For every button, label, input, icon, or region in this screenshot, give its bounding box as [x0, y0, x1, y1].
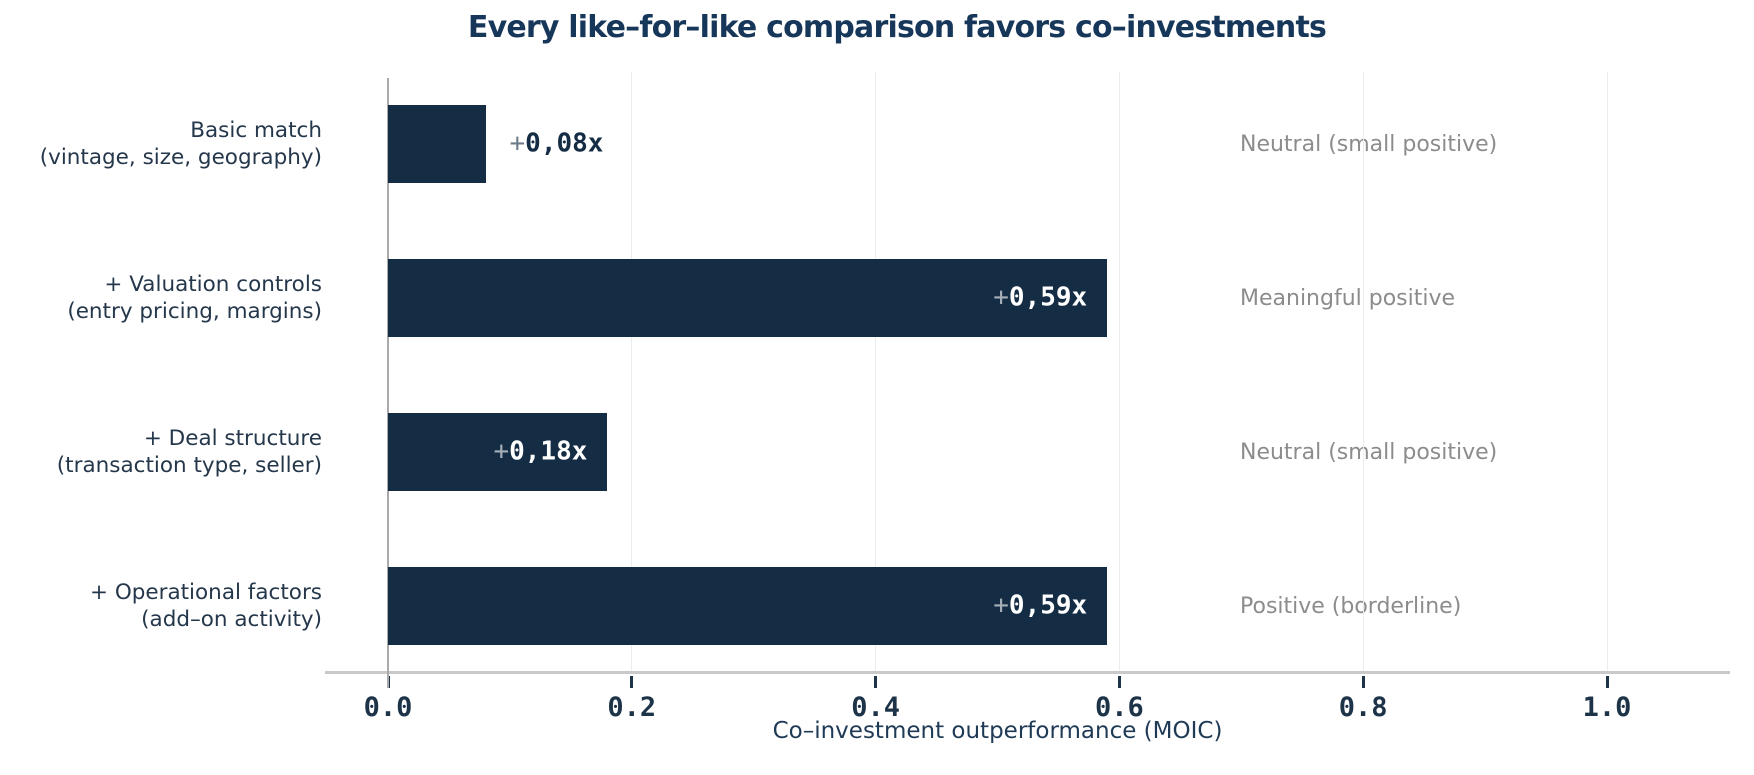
category-line2: (add–on activity) — [141, 607, 322, 632]
tick-label: 0.4 — [851, 692, 900, 723]
annotation: Positive (borderline) — [1240, 593, 1462, 619]
gridline — [631, 72, 633, 673]
bar — [388, 413, 608, 491]
annotation: Neutral (small positive) — [1240, 439, 1498, 465]
category-label: + Valuation controls (entry pricing, mar… — [0, 259, 322, 337]
bar-row: +0,59x — [388, 567, 1607, 645]
axis-tick — [874, 676, 878, 688]
tick-label: 0.0 — [363, 692, 413, 723]
bar — [388, 567, 1108, 645]
value-number: 0,59x — [1008, 590, 1088, 621]
category-line1: Basic match — [190, 118, 322, 143]
value-number: 0,08x — [525, 128, 604, 159]
category-line2: (transaction type, seller) — [56, 453, 322, 478]
plus-sign: + — [993, 282, 1009, 313]
bar-row: +0,59x — [388, 259, 1607, 337]
x-axis-label: Co–investment outperformance (MOIC) — [772, 718, 1223, 744]
plus-sign: + — [993, 590, 1009, 621]
category-label: Basic match (vintage, size, geography) — [0, 105, 322, 183]
annotation: Neutral (small positive) — [1240, 131, 1498, 157]
gridline — [1118, 72, 1120, 673]
category-line1: + Deal structure — [143, 426, 322, 451]
bar-row: +0,18x — [388, 413, 1607, 491]
bar — [388, 105, 486, 183]
value-label: +0,59x — [993, 282, 1087, 312]
category-label: + Deal structure (transaction type, sell… — [0, 413, 322, 491]
tick-label: 0.8 — [1338, 692, 1388, 723]
category-line2: (entry pricing, margins) — [67, 299, 322, 324]
plus-sign: + — [493, 436, 510, 467]
axis-tick — [630, 676, 634, 688]
axis-tick — [1117, 676, 1121, 688]
gridline — [1362, 72, 1364, 673]
annotation: Meaningful positive — [1240, 285, 1456, 311]
chart-title: Every like–for–like comparison favors co… — [467, 10, 1327, 45]
value-label: +0,59x — [993, 590, 1087, 620]
plus-sign: + — [509, 128, 526, 159]
category-line2: (vintage, size, geography) — [39, 145, 322, 170]
category-line1: + Operational factors — [89, 580, 322, 605]
x-axis-line — [325, 671, 1730, 674]
tick-label: 1.0 — [1582, 692, 1632, 723]
bar — [388, 259, 1108, 337]
gridline — [1606, 72, 1608, 673]
bar-row: +0,08x — [388, 105, 1607, 183]
value-number: 0,59x — [1008, 282, 1088, 313]
value-label: +0,18x — [493, 436, 587, 466]
axis-tick — [1605, 676, 1609, 688]
axis-tick — [1361, 676, 1365, 688]
value-label: +0,08x — [510, 128, 604, 158]
category-line1: + Valuation controls — [104, 272, 322, 297]
value-number: 0,18x — [509, 436, 588, 467]
plot-area: 0.0 0.2 0.4 0.6 0.8 1.0 +0,08x +0,59x +0… — [325, 72, 1730, 723]
zero-baseline — [387, 78, 389, 688]
gridline — [875, 72, 877, 673]
category-label: + Operational factors (add–on activity) — [0, 567, 322, 645]
tick-label: 0.2 — [607, 692, 657, 723]
tick-label: 0.6 — [1095, 692, 1144, 723]
